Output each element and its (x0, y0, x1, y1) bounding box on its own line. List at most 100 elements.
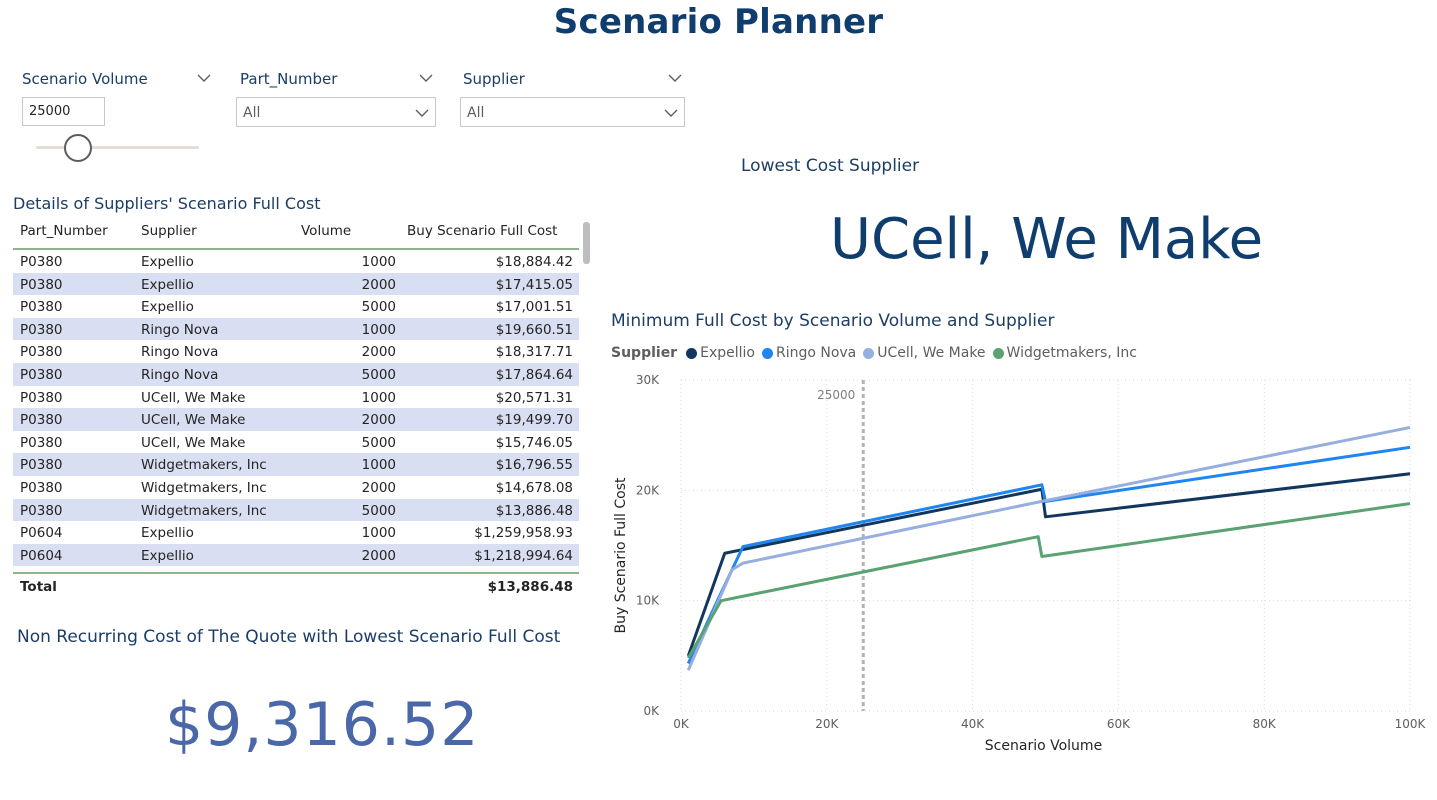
volume-input[interactable]: 25000 (22, 97, 105, 126)
nonrecurring-title: Non Recurring Cost of The Quote with Low… (17, 627, 561, 647)
cell-volume: 5000 (361, 434, 396, 451)
header-part-number[interactable]: Part_Number (20, 223, 108, 239)
table-header: Part_Number Supplier Volume Buy Scenario… (13, 220, 579, 250)
cell-supplier: Widgetmakers, Inc (141, 457, 267, 474)
legend-marker (992, 347, 1004, 359)
cell-part-number: P0380 (20, 434, 63, 451)
part-number-dropdown[interactable]: All (236, 97, 436, 127)
legend-label: Ringo Nova (775, 345, 857, 361)
y-tick-label: 20K (636, 483, 660, 497)
cell-full-cost: $16,796.55 (495, 457, 573, 474)
cell-part-number: P0380 (20, 389, 63, 406)
header-full-cost[interactable]: Buy Scenario Full Cost (407, 223, 558, 239)
part-number-slicer-title: Part_Number (240, 70, 338, 88)
table-row[interactable]: P0604 Expellio 2000 $1,218,994.64 (13, 543, 579, 567)
legend-label: Widgetmakers, Inc (1006, 345, 1137, 361)
header-supplier[interactable]: Supplier (141, 223, 197, 239)
volume-slider-track[interactable] (36, 146, 199, 149)
table-row[interactable]: P0380 Expellio 2000 $17,415.05 (13, 272, 579, 296)
table-row[interactable]: P0380 Widgetmakers, Inc 2000 $14,678.08 (13, 476, 579, 499)
cell-full-cost: $19,660.51 (495, 321, 573, 338)
cell-volume: 2000 (361, 412, 396, 429)
legend-item[interactable]: Ringo Nova (761, 345, 857, 361)
supplier-dropdown[interactable]: All (460, 97, 685, 127)
cell-supplier: Ringo Nova (141, 344, 219, 361)
table-row[interactable]: P0604 Expellio 1000 $1,259,958.93 (13, 521, 579, 544)
cell-volume: 1000 (361, 389, 396, 406)
chart-title: Minimum Full Cost by Scenario Volume and… (611, 311, 1055, 331)
chevron-down-icon[interactable] (419, 71, 433, 85)
legend-item[interactable]: Expellio (686, 345, 755, 361)
cell-part-number: P0604 (20, 547, 63, 564)
chevron-down-icon[interactable] (197, 71, 211, 85)
cell-part-number: P0604 (20, 525, 63, 542)
series-line (686, 502, 1411, 659)
cell-volume: 2000 (361, 276, 396, 293)
cell-supplier: Ringo Nova (141, 321, 219, 338)
table-row[interactable]: P0380 Ringo Nova 1000 $19,660.51 (13, 317, 579, 341)
table-row[interactable]: P0380 UCell, We Make 1000 $20,571.31 (13, 386, 579, 409)
cell-part-number: P0380 (20, 366, 63, 383)
x-tick-label: 40K (961, 717, 985, 731)
table-row[interactable]: P0380 UCell, We Make 2000 $19,499.70 (13, 408, 579, 431)
cell-part-number: P0380 (20, 321, 63, 338)
legend-title: Supplier (611, 345, 678, 361)
cell-volume: 1000 (361, 525, 396, 542)
line-chart[interactable]: 0K 10K 20K 30K 0K 20K 40K 60K 80K 100K 25000 Scenar… (600, 368, 1430, 760)
lowest-supplier-title: Lowest Cost Supplier (741, 156, 920, 176)
details-table[interactable]: Part_Number Supplier Volume Buy Scenario… (13, 220, 579, 567)
legend-marker (863, 347, 875, 359)
cell-full-cost: $17,864.64 (495, 366, 573, 383)
table-scrollbar[interactable] (583, 222, 590, 264)
cell-supplier: Expellio (141, 276, 194, 293)
table-total-row: Total $13,886.48 (13, 572, 579, 598)
table-row[interactable]: P0380 Ringo Nova 2000 $18,317.71 (13, 340, 579, 363)
chart-legend: Supplier Expellio Ringo Nova UCell, We Mak… (611, 345, 1144, 361)
total-value: $13,886.48 (487, 579, 573, 595)
cell-volume: 5000 (361, 366, 396, 383)
legend-item[interactable]: Widgetmakers, Inc (992, 345, 1137, 361)
chevron-down-icon (415, 109, 429, 117)
volume-slicer-title: Scenario Volume (22, 70, 148, 88)
cell-full-cost: $1,259,958.93 (474, 525, 573, 542)
y-axis-title: Buy Scenario Full Cost (613, 477, 629, 634)
volume-slider-thumb[interactable] (64, 134, 92, 162)
cell-volume: 1000 (361, 321, 396, 338)
cell-part-number: P0380 (20, 299, 63, 316)
table-row[interactable]: P0380 Expellio 5000 $17,001.51 (13, 295, 579, 318)
table-row[interactable]: P0380 Expellio 1000 $18,884.42 (13, 250, 579, 273)
chevron-down-icon (664, 109, 678, 117)
cell-volume: 5000 (361, 502, 396, 519)
cell-volume: 2000 (361, 547, 396, 564)
table-row[interactable]: P0380 Ringo Nova 5000 $17,864.64 (13, 362, 579, 386)
cell-supplier: Ringo Nova (141, 366, 219, 383)
cell-part-number: P0380 (20, 412, 63, 429)
chevron-down-icon[interactable] (668, 71, 682, 85)
header-volume[interactable]: Volume (301, 223, 352, 239)
table-row[interactable]: P0380 UCell, We Make 5000 $15,746.05 (13, 431, 579, 454)
cell-full-cost: $13,886.48 (495, 502, 573, 519)
x-tick-label: 100K (1395, 717, 1427, 731)
cell-full-cost: $17,415.05 (495, 276, 573, 293)
cell-full-cost: $19,499.70 (495, 412, 573, 429)
table-row[interactable]: P0380 Widgetmakers, Inc 1000 $16,796.55 (13, 453, 579, 476)
part-number-selected: All (243, 105, 261, 121)
cell-part-number: P0380 (20, 344, 63, 361)
cell-supplier: Expellio (141, 299, 194, 316)
table-row[interactable]: P0380 Widgetmakers, Inc 5000 $13,886.48 (13, 498, 579, 522)
cell-volume: 1000 (361, 254, 396, 270)
cell-full-cost: $20,571.31 (495, 389, 573, 406)
supplier-slicer-title: Supplier (463, 70, 525, 88)
details-title: Details of Suppliers' Scenario Full Cost (13, 194, 321, 213)
cell-full-cost: $1,218,994.64 (474, 547, 573, 564)
x-axis-title: Scenario Volume (985, 738, 1102, 754)
legend-item[interactable]: UCell, We Make (863, 345, 986, 361)
series-line (686, 425, 1411, 671)
reference-line-label: 25000 (817, 388, 855, 402)
legend-marker (761, 347, 773, 359)
cell-supplier: Expellio (141, 525, 194, 542)
nonrecurring-value: $9,316.52 (165, 690, 480, 760)
cell-volume: 5000 (361, 299, 396, 316)
table-body: P0380 Expellio 1000 $18,884.42 P0380 Expellio… (13, 250, 579, 567)
cell-part-number: P0380 (20, 457, 63, 474)
